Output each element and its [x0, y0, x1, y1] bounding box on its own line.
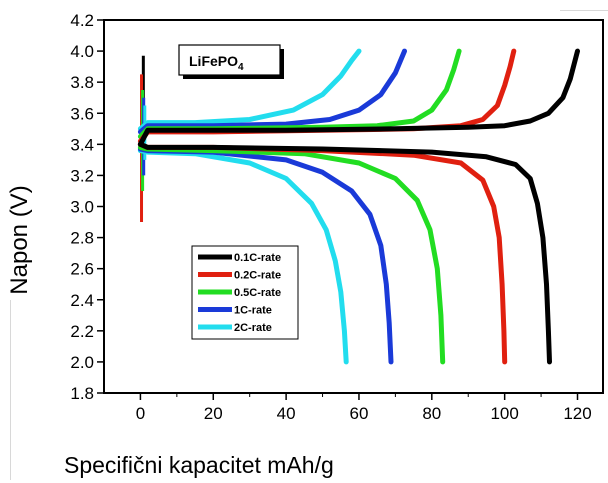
y-tick-label: 1.8	[70, 384, 94, 403]
y-tick-label: 2.6	[70, 260, 94, 279]
legend-label: 2C-rate	[234, 322, 272, 334]
x-tick-label: 120	[563, 404, 591, 423]
y-axis-label: Napon (V)	[6, 185, 33, 295]
y-tick-label: 4.0	[70, 42, 94, 61]
x-tick-label: 20	[204, 404, 223, 423]
y-tick-label: 2.2	[70, 322, 94, 341]
y-tick-label: 4.2	[70, 11, 94, 30]
annotation-frame	[178, 44, 281, 76]
series-line-charge	[137, 48, 580, 147]
y-tick-label: 2.0	[70, 353, 94, 372]
series-line-charge	[137, 48, 362, 132]
legend: 0.1C-rate 0.2C-rate 0.5C-rate 1C-rate 2C-rat…	[191, 245, 299, 340]
left-edge-line	[10, 300, 11, 480]
annotation-text: LiFePO	[189, 53, 238, 69]
x-axis-label: Specifični kapacitet mAh/g	[64, 452, 334, 478]
series-line-charge	[137, 48, 407, 135]
legend-label: 1C-rate	[234, 305, 272, 317]
y-tick-label: 3.0	[70, 198, 94, 217]
top-edge-line	[560, 10, 608, 11]
y-tick-label: 2.4	[70, 291, 94, 310]
y-tick-label: 3.6	[70, 104, 94, 123]
annotation-subscript: 4	[238, 62, 244, 73]
x-tick-label: 60	[350, 404, 369, 423]
y-tick-label: 3.4	[70, 135, 94, 154]
y-tick-label: 3.2	[70, 166, 94, 185]
x-axis-ticks: 0 20 40 60 80 100 120	[136, 393, 592, 423]
legend-label: 0.1C-rate	[234, 252, 281, 264]
annotation-box: LiFePO4	[178, 44, 284, 79]
series-line-discharge	[137, 144, 446, 365]
x-tick-label: 100	[490, 404, 518, 423]
annotation-label: LiFePO4	[189, 53, 244, 73]
legend-label: 0.2C-rate	[234, 270, 281, 282]
x-tick-label: 0	[136, 404, 145, 423]
y-tick-label: 3.8	[70, 73, 94, 92]
y-axis-ticks: 1.8 2.0 2.2 2.4 2.6 2.8 3.0 3.2 3.4 3.6 3.8 4.0 4.2	[70, 11, 104, 403]
y-tick-label: 2.8	[70, 229, 94, 248]
plot-frame	[103, 19, 604, 394]
series-line-discharge	[137, 141, 552, 365]
legend-label: 0.5C-rate	[234, 287, 281, 299]
x-tick-label: 40	[277, 404, 296, 423]
x-tick-label: 80	[422, 404, 441, 423]
series-lines	[137, 48, 580, 365]
